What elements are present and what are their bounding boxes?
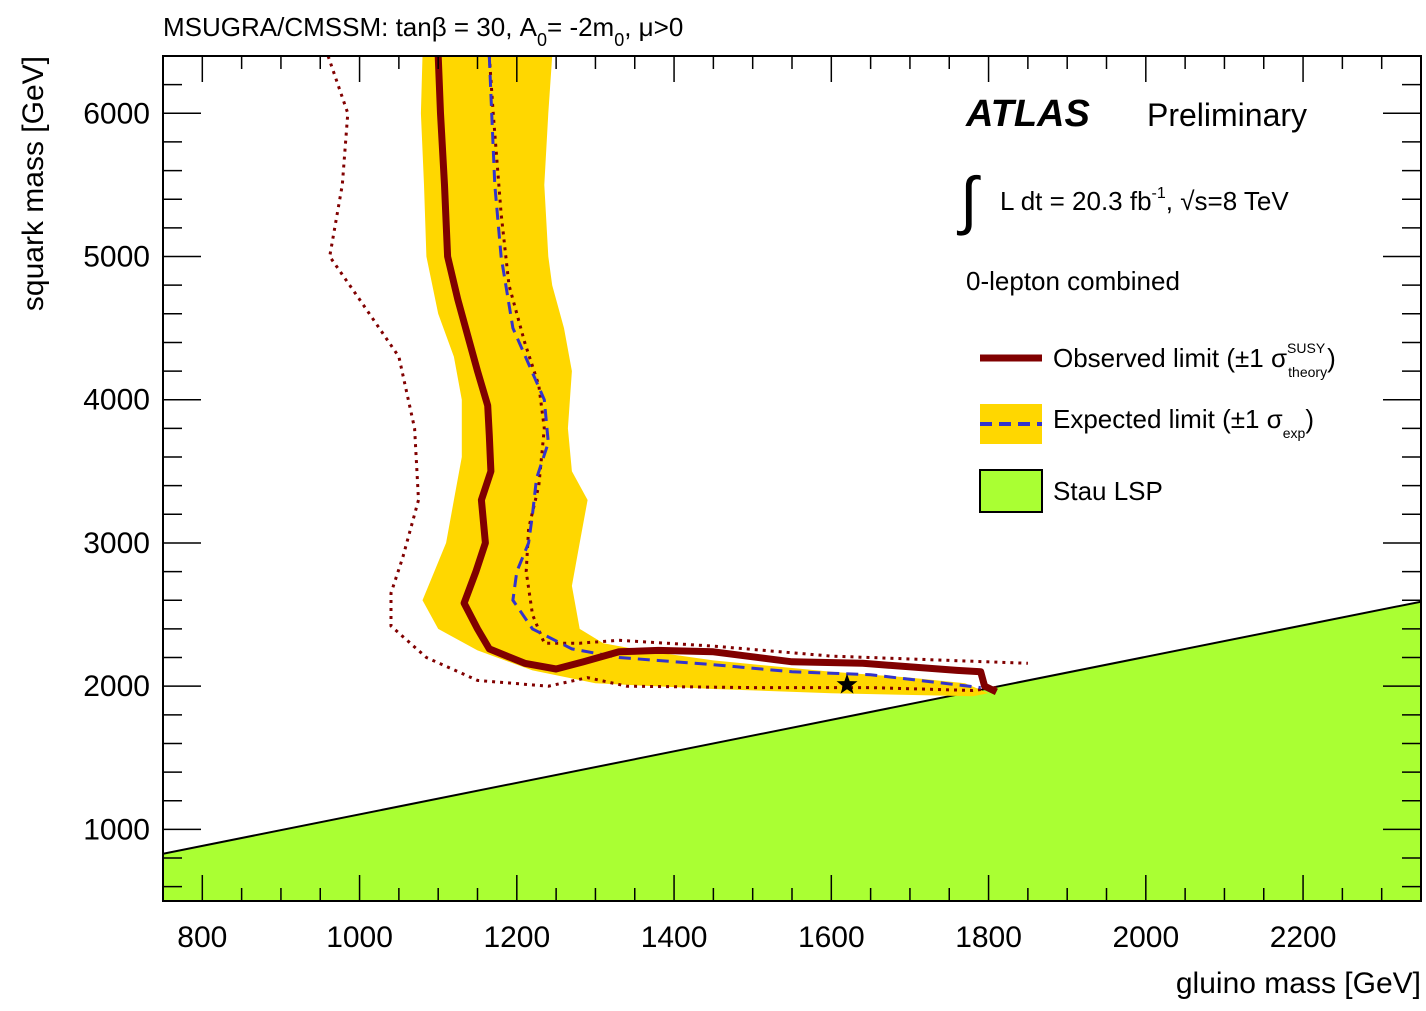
x-tick-label: 2200 — [1270, 921, 1337, 954]
integral-sign: ∫ — [956, 164, 981, 236]
preliminary-label: Preliminary — [1147, 97, 1307, 133]
x-tick-label: 800 — [177, 921, 227, 954]
x-tick-label: 1200 — [483, 921, 550, 954]
y-axis-title: squark mass [GeV] — [17, 56, 50, 311]
observed-theory-band-line-1 — [326, 56, 997, 693]
stau-lsp-region — [163, 601, 1421, 901]
best-fit-star-marker — [836, 673, 858, 694]
y-tick-label: 3000 — [83, 527, 150, 560]
legend-expected-label: Expected limit (±1 σexp) — [1053, 404, 1314, 441]
x-tick-label: 1800 — [955, 921, 1022, 954]
luminosity-label: L dt = 20.3 fb-1, √s=8 TeV — [1000, 185, 1289, 216]
stau-lsp-boundary — [163, 600, 1421, 855]
y-tick-label: 4000 — [83, 384, 150, 417]
observed-limit-line — [434, 56, 998, 696]
y-tick-label: 2000 — [83, 670, 150, 703]
x-tick-label: 1000 — [326, 921, 393, 954]
y-tick-label: 1000 — [83, 813, 150, 846]
x-tick-label: 1600 — [798, 921, 865, 954]
atlas-label: ATLAS — [965, 93, 1090, 135]
legend: ATLAS Preliminary ∫ L dt = 20.3 fb-1, √s… — [956, 93, 1336, 513]
legend-stau-label: Stau LSP — [1053, 476, 1163, 506]
figure-title: MSUGRA/CMSSM: tanβ = 30, A0= -2m0, μ>0 — [163, 12, 683, 50]
expected-limit-line — [487, 56, 981, 690]
plot-area — [163, 56, 1421, 901]
y-tick-label: 5000 — [83, 241, 150, 274]
observed-theory-band-line-2 — [487, 56, 1028, 665]
legend-stau-swatch — [979, 469, 1043, 513]
axes: 800 1000 1200 1400 1600 1800 2000 2200 1000 2000 3… — [83, 55, 1422, 954]
y-tick-label: 6000 — [83, 97, 150, 130]
expected-band — [420, 56, 989, 697]
x-tick-label: 2000 — [1112, 921, 1179, 954]
analysis-label: 0-lepton combined — [966, 266, 1180, 296]
x-axis-title: gluino mass [GeV] — [1176, 967, 1421, 1000]
legend-observed-label: Observed limit (±1 σSUSY theory) — [1053, 340, 1336, 380]
x-tick-label: 1400 — [641, 921, 708, 954]
